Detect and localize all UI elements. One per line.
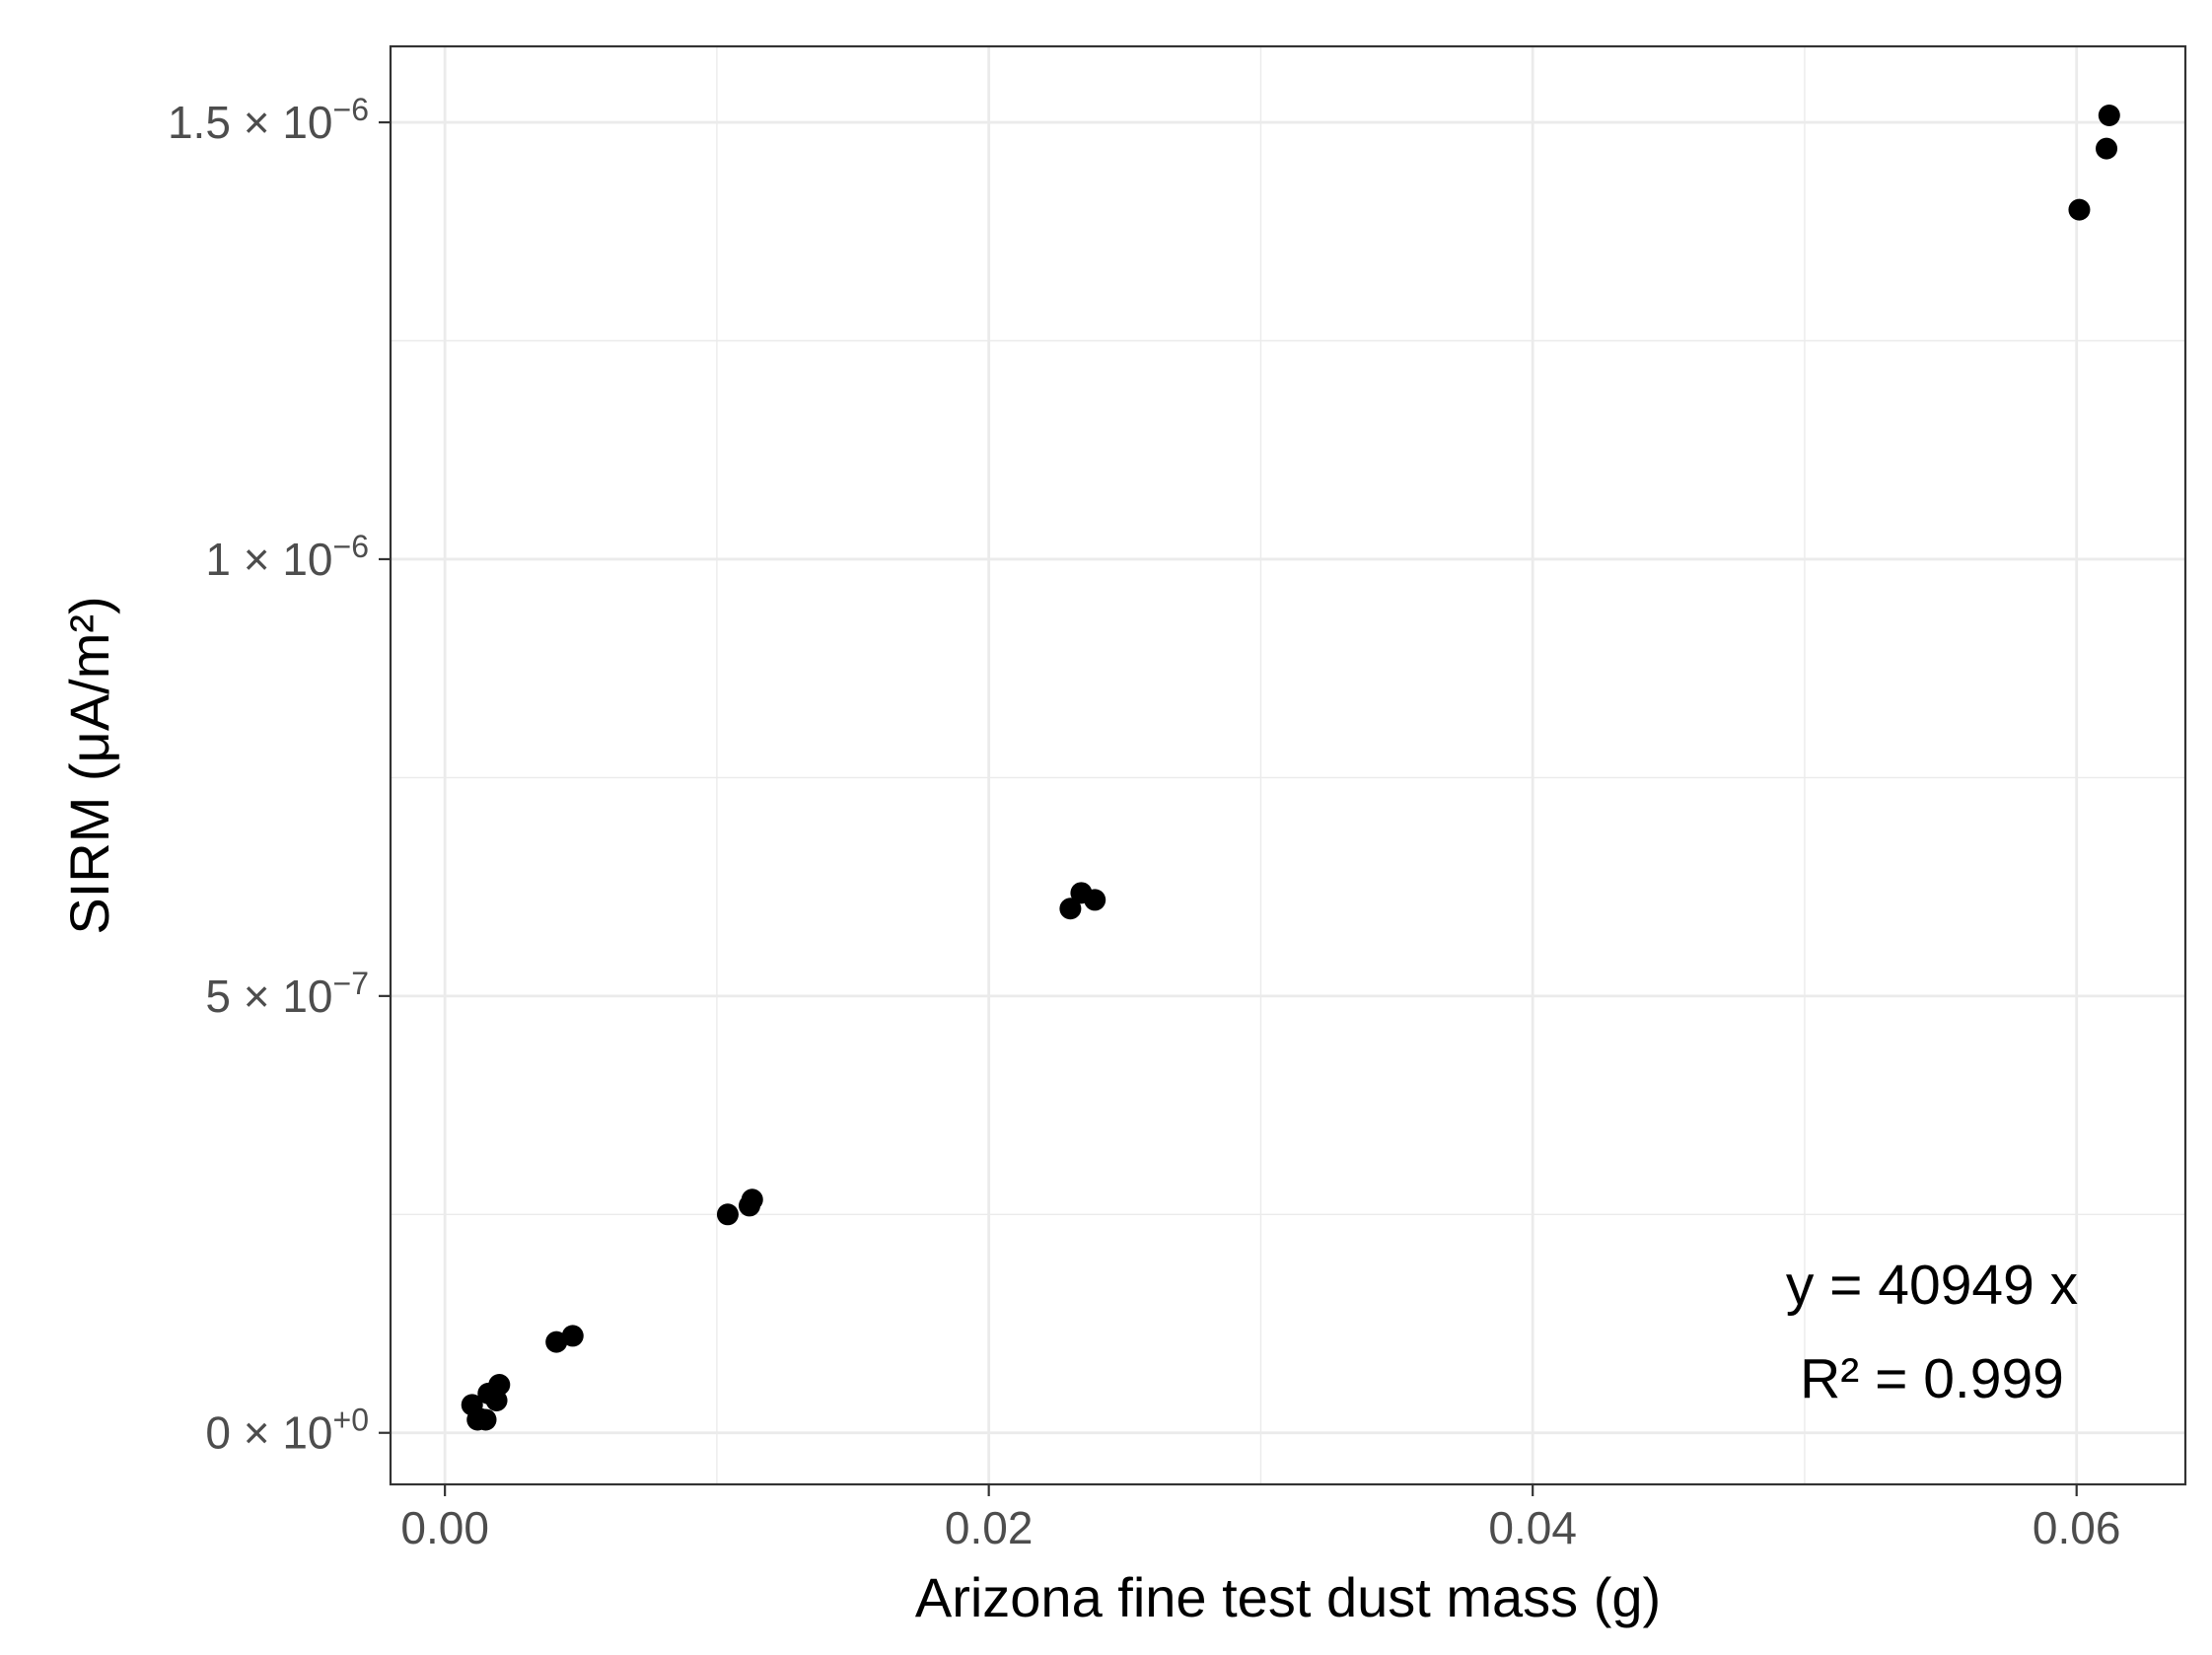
data-point [2098, 104, 2120, 126]
data-point [545, 1331, 568, 1353]
data-point [488, 1374, 511, 1397]
data-point [474, 1408, 497, 1431]
data-point [2096, 137, 2118, 160]
equation-annotation: y = 40949 x [1786, 1254, 2078, 1317]
x-tick-label: 0.06 [2033, 1502, 2121, 1553]
y-tick-label: 1 × 10−6 [205, 529, 369, 585]
y-tick-label: 1.5 × 10−6 [168, 92, 369, 148]
data-point [561, 1325, 584, 1347]
r2-annotation: R² = 0.999 [1800, 1347, 2064, 1410]
y-axis-title: SIRM (μA/m²) [58, 596, 120, 934]
data-point [2068, 198, 2091, 221]
y-tick-label: 0 × 10+0 [205, 1403, 369, 1459]
minor-gridlines [391, 46, 2185, 1484]
data-points [461, 104, 2120, 1431]
x-tick-label: 0.04 [1488, 1502, 1577, 1553]
data-point [1059, 898, 1082, 920]
x-axis-ticks: 0.00 0.02 0.04 0.06 [400, 1484, 2120, 1553]
data-point [1084, 889, 1106, 911]
x-tick-label: 0.00 [400, 1502, 489, 1553]
data-point [741, 1188, 763, 1211]
x-tick-label: 0.02 [945, 1502, 1034, 1553]
y-axis-ticks: 0 × 10+0 5 × 10−7 1 × 10−6 1.5 × 10−6 [168, 92, 391, 1459]
plot-border [389, 44, 2187, 1486]
data-point [716, 1203, 739, 1226]
plot-panel [391, 46, 2185, 1484]
major-gridlines [391, 46, 2185, 1484]
y-tick-label: 5 × 10−7 [205, 966, 369, 1022]
x-axis-title: Arizona fine test dust mass (g) [915, 1566, 1661, 1628]
